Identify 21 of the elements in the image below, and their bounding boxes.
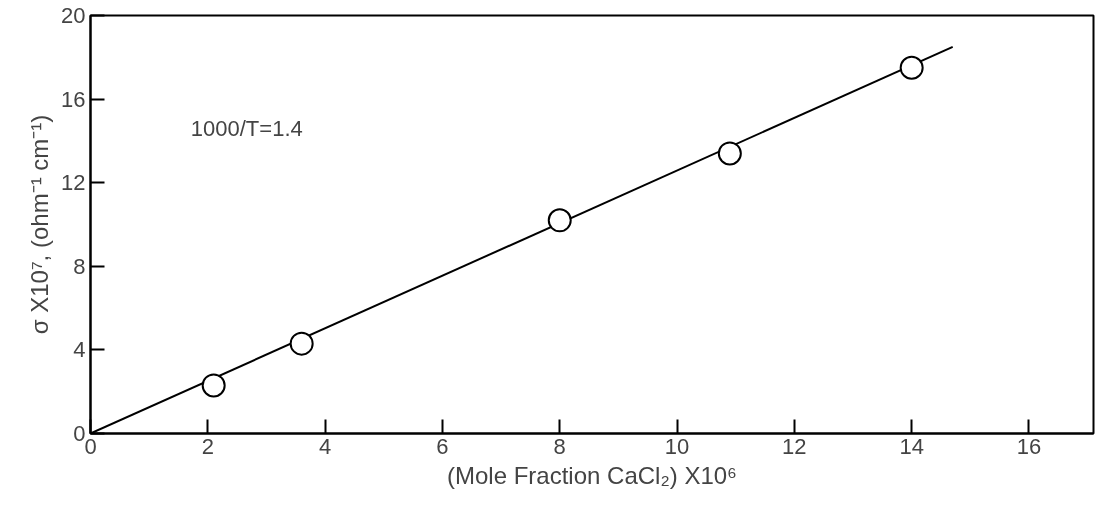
x-tick-label: 14 bbox=[899, 433, 924, 459]
y-tick-label: 20 bbox=[61, 3, 86, 28]
x-tick-label: 2 bbox=[201, 433, 214, 459]
x-tick-label: 8 bbox=[553, 433, 566, 459]
y-axis-title: σ X10⁷, (ohm⁻¹ cm⁻¹) bbox=[26, 114, 54, 335]
y-tick-label: 4 bbox=[73, 337, 86, 363]
x-axis-title: (Mole Fraction CaCl₂) X10⁶ bbox=[447, 461, 737, 489]
y-tick-label: 16 bbox=[61, 86, 86, 112]
annotation: 1000/T=1.4 bbox=[190, 115, 303, 141]
point bbox=[201, 373, 226, 398]
x-tick-label: 6 bbox=[436, 433, 449, 459]
y-tick-label: 8 bbox=[73, 253, 86, 279]
point bbox=[717, 141, 742, 166]
x-tick-label: 10 bbox=[664, 433, 690, 459]
point bbox=[547, 208, 572, 233]
x-tick-label: 4 bbox=[319, 433, 332, 459]
point bbox=[289, 331, 314, 356]
point bbox=[899, 55, 924, 80]
x-tick-label: 16 bbox=[1016, 433, 1042, 459]
y-tick-label: 12 bbox=[61, 170, 86, 196]
x-tick-label: 12 bbox=[782, 433, 807, 459]
